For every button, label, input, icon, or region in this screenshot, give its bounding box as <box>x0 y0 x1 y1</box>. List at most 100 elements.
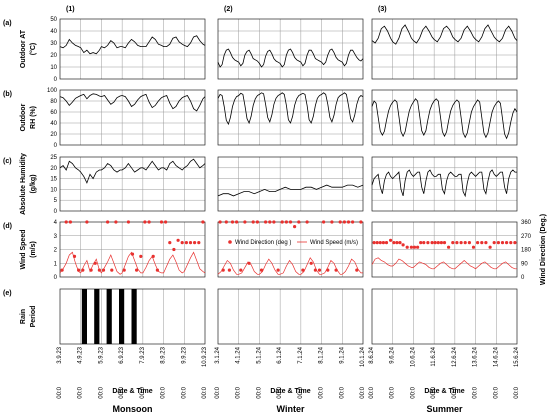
wind-direction-point <box>447 245 451 249</box>
wind-direction-point <box>412 245 417 249</box>
wind-direction-point <box>180 241 184 245</box>
y-tick-label: 5 <box>54 198 58 204</box>
plot-frame <box>217 156 364 212</box>
y-axis-label: (m/s) <box>30 241 37 258</box>
row-label: (c) <box>3 158 12 165</box>
column-label: (3) <box>378 6 387 13</box>
wind-direction-point <box>392 241 396 245</box>
plot-frame <box>371 221 518 278</box>
x-tick-time: 00:0 <box>339 386 345 398</box>
x-tick-date: 4.9.23 <box>78 346 84 363</box>
wind-direction-point <box>476 241 480 245</box>
wind-direction-point <box>235 220 239 224</box>
wind-direction-point <box>459 241 463 245</box>
x-tick-time: 00:0 <box>473 386 479 398</box>
wind-direction-point <box>114 220 118 224</box>
wind-direction-point <box>72 254 77 258</box>
y-tick-label: 0 <box>54 77 58 83</box>
x-tick-date: 14.6.24 <box>493 346 499 367</box>
y-right-tick-label: 270 <box>521 234 532 240</box>
y-right-tick-label: 360 <box>521 220 532 226</box>
x-tick-date: 4.1.24 <box>236 346 242 363</box>
plot-frame <box>59 221 206 278</box>
wind-direction-point <box>264 220 268 224</box>
wind-direction-point <box>135 268 139 272</box>
wind-direction-point <box>297 220 301 224</box>
wind-direction-point <box>471 245 476 249</box>
rain-period-bar <box>94 289 100 344</box>
plot-frame <box>217 288 364 345</box>
x-tick-date: 8.9.23 <box>161 346 167 363</box>
plot-frame <box>217 89 364 146</box>
wind-direction-point <box>255 220 259 224</box>
wind-direction-point <box>172 247 176 252</box>
wind-speed-line <box>371 257 517 270</box>
wind-direction-point <box>372 241 376 245</box>
wind-direction-point <box>151 254 155 258</box>
wind-direction-point <box>389 238 393 242</box>
wind-direction-point <box>60 268 64 272</box>
x-tick-date: 9.9.23 <box>181 346 187 363</box>
y-tick-label: 10 <box>50 187 57 193</box>
x-tick-date: 7.1.24 <box>298 346 304 363</box>
x-tick-time: 00:0 <box>181 386 187 398</box>
wind-direction-point <box>68 220 72 224</box>
wind-direction-point <box>500 241 505 245</box>
text-layer: (1) (2) (3)(a)Outdoor AT (°C)01020304050(b)… <box>3 6 547 414</box>
wind-direction-point <box>201 220 205 224</box>
x-tick-time: 00:0 <box>215 386 221 398</box>
y-tick-label: 20 <box>50 166 57 172</box>
column-label: (1) <box>66 6 75 13</box>
wind-direction-point <box>342 220 346 224</box>
wind-direction-point <box>280 220 284 224</box>
x-tick-time: 00:0 <box>410 386 416 398</box>
y-right-tick-label: 180 <box>521 248 532 254</box>
wind-direction-point <box>305 220 309 224</box>
wind-direction-point <box>455 241 459 245</box>
wind-direction-point <box>313 268 317 272</box>
y-axis-label: (g/kg) <box>30 174 37 193</box>
wind-direction-point <box>155 268 159 272</box>
wind-direction-point <box>239 268 243 272</box>
wind-direction-point <box>384 241 389 245</box>
wind-direction-point <box>426 241 430 245</box>
wind-speed-line <box>59 251 206 275</box>
wind-direction-point <box>395 241 399 245</box>
wind-direction-point <box>309 261 313 265</box>
wind-direction-point <box>224 220 228 224</box>
y-axis-label: Wind Speed <box>20 230 27 270</box>
plot-frame <box>59 18 206 80</box>
grid-layer <box>59 18 518 345</box>
wind-direction-point <box>322 220 326 224</box>
wind-direction-point <box>97 268 101 272</box>
wind-direction-point <box>218 220 222 224</box>
wind-direction-point <box>492 241 496 245</box>
wind-direction-point <box>359 220 363 224</box>
x-tick-date: 8.1.24 <box>319 346 325 363</box>
x-tick-date: 3.9.23 <box>57 346 63 363</box>
wind-direction-point <box>505 241 509 245</box>
wind-direction-point <box>378 241 382 245</box>
wind-direction-point <box>401 243 405 247</box>
legend-label: Wind Direction (deg ) <box>235 240 291 246</box>
series-line-rh <box>59 93 206 112</box>
season-label: Monsoon <box>113 404 153 414</box>
wind-direction-point <box>230 220 235 224</box>
x-tick-time: 00:0 <box>431 386 437 398</box>
x-tick-date: 6.1.24 <box>277 346 283 363</box>
x-tick-date: 11.6.24 <box>431 346 437 366</box>
wind-direction-point <box>451 241 455 245</box>
x-tick-time: 00:0 <box>256 386 262 398</box>
wind-direction-point <box>197 241 201 245</box>
wind-direction-point <box>330 220 334 224</box>
y-tick-label: 25 <box>50 155 57 161</box>
y-axis-label: Rain <box>20 309 27 324</box>
wind-direction-point <box>480 241 484 245</box>
wind-direction-point <box>509 241 513 245</box>
wind-direction-point <box>64 220 68 224</box>
rain-period-bar <box>119 289 125 344</box>
wind-direction-point <box>77 268 81 272</box>
y-axis-label: Absolute Humidity <box>20 153 27 215</box>
wind-direction-point <box>375 241 379 245</box>
wind-direction-point <box>436 241 440 245</box>
